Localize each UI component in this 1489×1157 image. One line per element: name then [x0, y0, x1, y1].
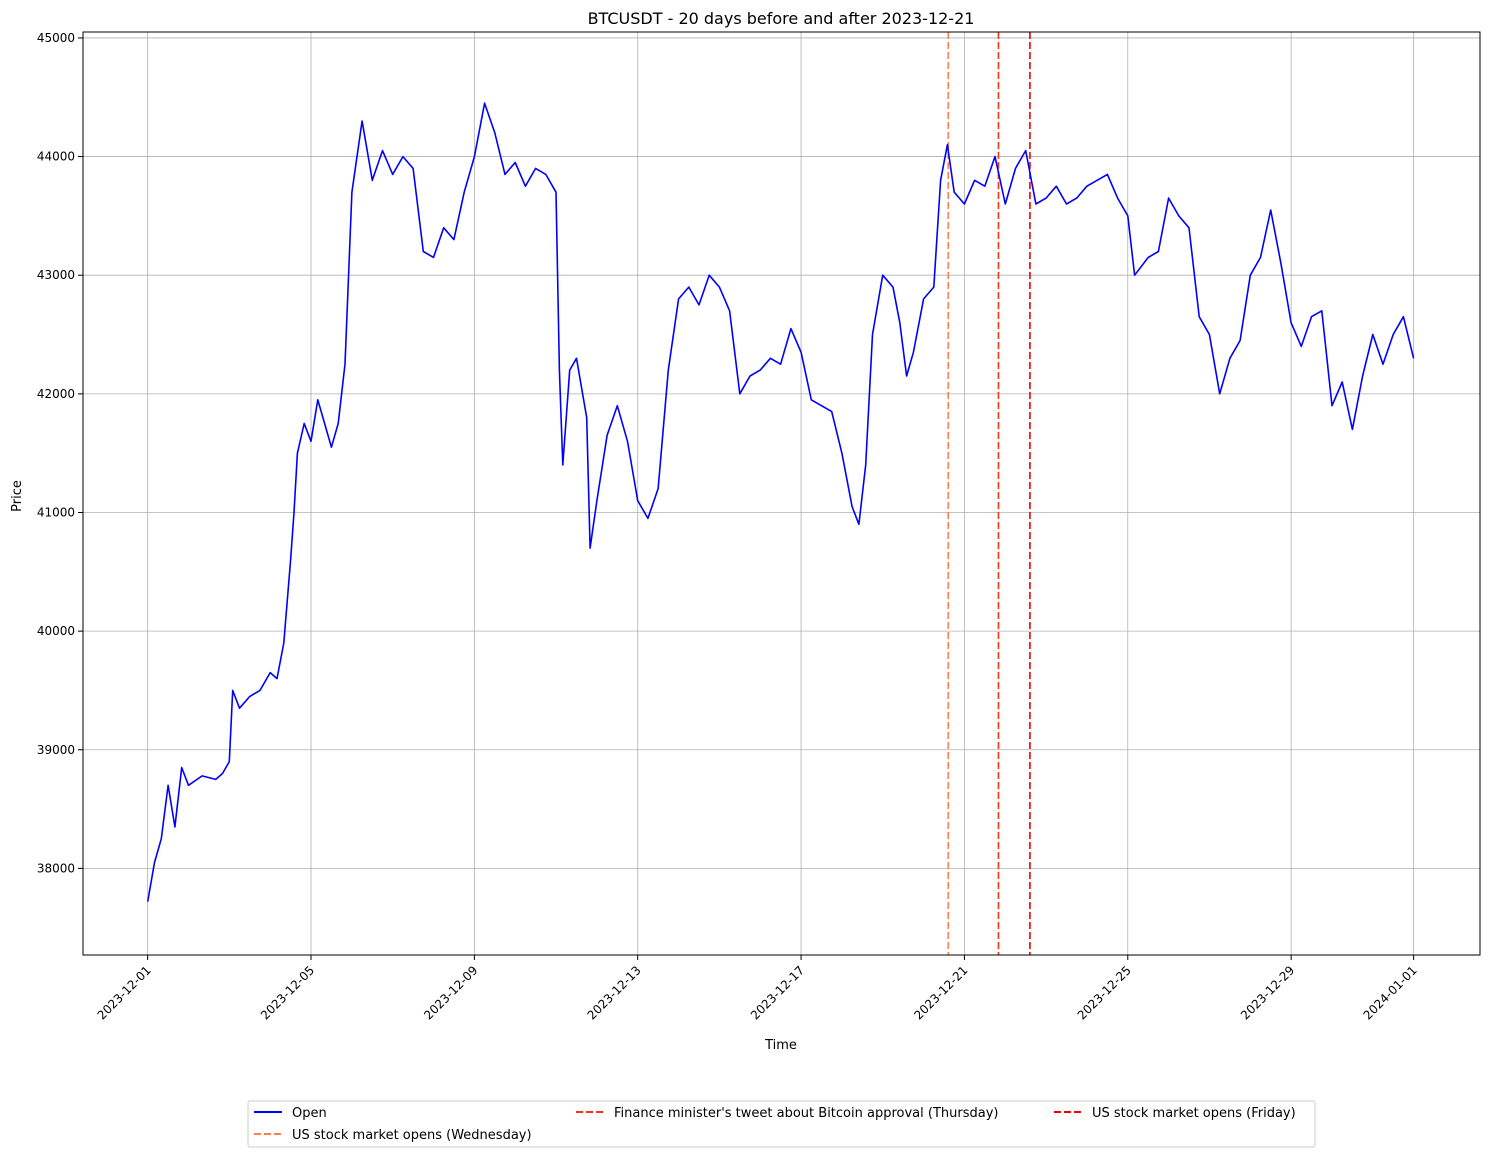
legend-box — [247, 1100, 1316, 1148]
series-layer — [146, 102, 1415, 902]
chart-title: BTCUSDT - 20 days before and after 2023-… — [588, 9, 975, 28]
y-tick-label: 39000 — [37, 743, 75, 757]
y-tick-label: 45000 — [37, 31, 75, 45]
legend-label-friday: US stock market opens (Friday) — [1092, 1106, 1296, 1121]
y-tick-label: 42000 — [37, 387, 75, 401]
grid-lines — [83, 32, 1480, 955]
event-lines — [947, 32, 1031, 955]
plot-frame — [82, 31, 1481, 956]
y-tick-label: 41000 — [37, 505, 75, 519]
y-axis-ticks: 38000 39000 40000 41000 42000 43000 44000 45000 — [37, 31, 83, 875]
series-line-open — [146, 102, 1415, 902]
y-tick-label: 38000 — [37, 861, 75, 875]
y-axis-label: Price — [10, 480, 25, 512]
x-axis-label: Time — [764, 1038, 797, 1053]
legend-label-tweet: Finance minister's tweet about Bitcoin a… — [614, 1106, 998, 1121]
y-tick-label: 43000 — [37, 268, 75, 282]
legend-label-wednesday: US stock market opens (Wednesday) — [292, 1128, 532, 1143]
legend-label-open: Open — [292, 1106, 327, 1121]
legend: Open US stock market opens (Wednesday) F… — [247, 1100, 1316, 1148]
y-tick-label: 44000 — [37, 150, 75, 164]
y-tick-label: 40000 — [37, 624, 75, 638]
